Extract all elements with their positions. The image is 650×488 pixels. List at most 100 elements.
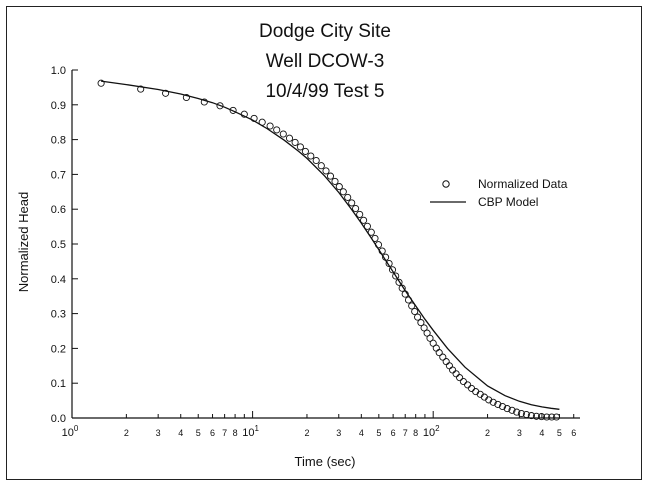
x-minor-tick-label: 8 [413, 428, 418, 438]
data-point [291, 138, 299, 146]
data-point [449, 366, 457, 374]
data-point [537, 413, 546, 421]
data-point [182, 93, 190, 102]
y-tick-label: 0.2 [51, 343, 66, 355]
data-point [378, 247, 386, 255]
legend-label-normalized-data: Normalized Data [478, 177, 568, 191]
data-point [498, 402, 507, 411]
data-point [258, 118, 266, 126]
legend-marker-normalized-data [442, 180, 450, 188]
data-point [296, 143, 304, 151]
x-minor-tick-label: 7 [222, 428, 227, 438]
chart-title-line-2: Well DCOW-3 [265, 51, 385, 72]
data-point [508, 406, 516, 414]
data-point [404, 296, 413, 304]
data-point [317, 162, 325, 170]
data-point [532, 412, 540, 420]
x-major-tick-label: 102 [423, 424, 440, 439]
data-point [527, 412, 535, 420]
y-tick-label: 0.9 [51, 100, 66, 112]
data-point [388, 266, 397, 274]
data-point [426, 334, 434, 342]
y-tick-label: 0.3 [51, 309, 66, 321]
x-minor-tick-label: 7 [403, 428, 408, 438]
data-point [408, 302, 416, 310]
data-point [335, 183, 343, 191]
data-point [360, 216, 368, 224]
y-tick-label: 1.0 [51, 65, 66, 77]
y-axis-label: Normalized Head [16, 192, 31, 292]
data-point [411, 307, 419, 316]
legend-label-cbp-model: CBP Model [478, 195, 538, 209]
x-minor-tick-label: 6 [391, 428, 396, 438]
x-minor-tick-label: 3 [517, 428, 522, 438]
y-tick-label: 0.6 [51, 204, 66, 216]
data-point [97, 79, 105, 87]
data-point [452, 370, 460, 378]
data-point [464, 381, 472, 389]
data-point [331, 177, 339, 185]
y-tick-label: 0.0 [51, 413, 66, 425]
data-point [401, 290, 409, 298]
model-line-group [101, 80, 560, 410]
x-minor-tick-label: 3 [156, 428, 161, 438]
chart-title-line-1: Dodge City Site [258, 21, 391, 42]
legend: Normalized Data CBP Model [430, 177, 568, 209]
data-point [429, 339, 437, 347]
data-point [339, 188, 347, 196]
x-minor-tick-label: 5 [376, 428, 381, 438]
model-line [101, 80, 560, 410]
x-minor-tick-label: 2 [485, 428, 490, 438]
x-minor-tick-label: 8 [233, 428, 238, 438]
y-tick-label: 0.5 [51, 239, 66, 251]
data-point [348, 199, 356, 207]
x-minor-tick-label: 2 [304, 428, 309, 438]
x-minor-tick-label: 2 [124, 428, 129, 438]
data-point [162, 89, 170, 97]
x-minor-tick-label: 6 [571, 428, 576, 438]
data-point [513, 408, 521, 416]
x-minor-tick-label: 4 [359, 428, 364, 438]
data-point [420, 324, 428, 332]
data-point [322, 167, 330, 175]
chart-frame [6, 6, 642, 480]
data-point [467, 384, 476, 392]
data-point [392, 272, 400, 280]
data-point [503, 405, 511, 413]
chart-title-line-3: 10/4/99 Test 5 [265, 81, 385, 102]
x-major-tick-label: 101 [242, 424, 259, 439]
data-point [250, 114, 258, 122]
data-point [423, 329, 431, 337]
data-point [459, 377, 467, 386]
data-point [352, 204, 360, 213]
data-point [398, 284, 406, 292]
y-tick-label: 0.7 [51, 169, 66, 181]
x-minor-tick-label: 3 [336, 428, 341, 438]
data-point [279, 130, 287, 138]
data-point [543, 413, 551, 421]
x-major-tick-label: 100 [62, 424, 79, 439]
data-point [494, 400, 502, 408]
data-point [548, 413, 556, 421]
data-point [395, 278, 403, 286]
data-point [307, 152, 315, 160]
x-minor-tick-label: 6 [210, 428, 215, 438]
axes [71, 70, 580, 419]
x-minor-tick-label: 5 [557, 428, 562, 438]
data-point [301, 147, 309, 155]
data-point [456, 374, 464, 382]
data-point [266, 122, 274, 130]
data-point [414, 313, 422, 321]
data-point [552, 413, 561, 421]
x-minor-tick-label: 4 [178, 428, 183, 438]
data-point [522, 410, 530, 419]
y-tick-label: 0.1 [51, 378, 66, 390]
y-tick-label: 0.8 [51, 135, 66, 147]
data-point [517, 409, 525, 418]
data-point [367, 228, 375, 236]
data-point [445, 362, 453, 370]
data-points [97, 79, 561, 421]
y-tick-label: 0.4 [51, 274, 66, 286]
data-point [229, 106, 237, 114]
